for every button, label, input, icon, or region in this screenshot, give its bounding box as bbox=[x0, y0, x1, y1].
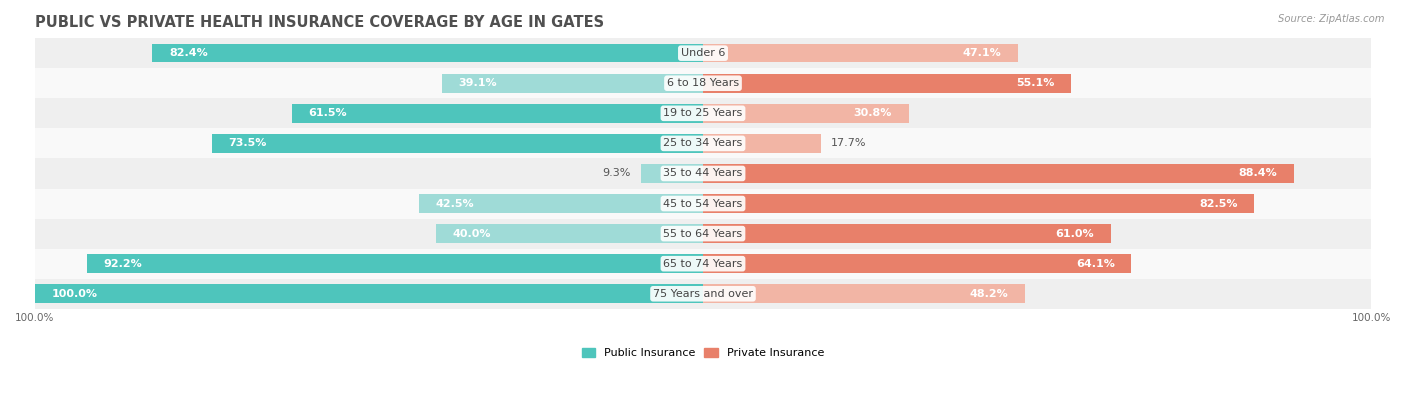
Text: 61.0%: 61.0% bbox=[1056, 229, 1094, 239]
Text: 92.2%: 92.2% bbox=[104, 259, 142, 269]
Text: 82.5%: 82.5% bbox=[1199, 199, 1237, 209]
Text: 39.1%: 39.1% bbox=[458, 78, 498, 88]
Bar bbox=[35, 218, 1371, 249]
Bar bbox=[35, 249, 1371, 279]
Text: PUBLIC VS PRIVATE HEALTH INSURANCE COVERAGE BY AGE IN GATES: PUBLIC VS PRIVATE HEALTH INSURANCE COVER… bbox=[35, 15, 603, 30]
Text: 47.1%: 47.1% bbox=[962, 48, 1001, 58]
Text: 61.5%: 61.5% bbox=[309, 108, 347, 118]
Bar bbox=[703, 254, 1132, 273]
Text: 100.0%: 100.0% bbox=[52, 289, 97, 299]
Bar bbox=[703, 104, 908, 123]
Bar bbox=[35, 128, 1371, 159]
Text: 40.0%: 40.0% bbox=[453, 229, 491, 239]
Bar bbox=[35, 285, 703, 303]
Text: 6 to 18 Years: 6 to 18 Years bbox=[666, 78, 740, 88]
Text: 82.4%: 82.4% bbox=[169, 48, 208, 58]
Text: 88.4%: 88.4% bbox=[1239, 169, 1277, 178]
Text: 73.5%: 73.5% bbox=[229, 138, 267, 148]
Bar bbox=[703, 134, 821, 153]
Text: 19 to 25 Years: 19 to 25 Years bbox=[664, 108, 742, 118]
Bar bbox=[641, 164, 703, 183]
Bar bbox=[212, 134, 703, 153]
Bar bbox=[292, 104, 703, 123]
Bar bbox=[703, 285, 1025, 303]
Text: 25 to 34 Years: 25 to 34 Years bbox=[664, 138, 742, 148]
Text: 9.3%: 9.3% bbox=[602, 169, 631, 178]
Text: Source: ZipAtlas.com: Source: ZipAtlas.com bbox=[1278, 14, 1385, 24]
Bar bbox=[436, 224, 703, 243]
Legend: Public Insurance, Private Insurance: Public Insurance, Private Insurance bbox=[578, 344, 828, 363]
Bar bbox=[703, 194, 1254, 213]
Bar bbox=[35, 38, 1371, 68]
Text: 65 to 74 Years: 65 to 74 Years bbox=[664, 259, 742, 269]
Bar bbox=[35, 188, 1371, 218]
Bar bbox=[152, 44, 703, 62]
Text: 48.2%: 48.2% bbox=[970, 289, 1008, 299]
Text: 35 to 44 Years: 35 to 44 Years bbox=[664, 169, 742, 178]
Bar bbox=[87, 254, 703, 273]
Text: Under 6: Under 6 bbox=[681, 48, 725, 58]
Bar bbox=[703, 74, 1071, 93]
Text: 17.7%: 17.7% bbox=[831, 138, 868, 148]
Bar bbox=[703, 44, 1018, 62]
Bar bbox=[703, 224, 1111, 243]
Text: 45 to 54 Years: 45 to 54 Years bbox=[664, 199, 742, 209]
Bar bbox=[35, 98, 1371, 128]
Text: 55.1%: 55.1% bbox=[1017, 78, 1054, 88]
Text: 64.1%: 64.1% bbox=[1076, 259, 1115, 269]
Bar bbox=[35, 159, 1371, 188]
Bar bbox=[441, 74, 703, 93]
Text: 75 Years and over: 75 Years and over bbox=[652, 289, 754, 299]
Bar bbox=[35, 279, 1371, 309]
Text: 30.8%: 30.8% bbox=[853, 108, 893, 118]
Bar bbox=[419, 194, 703, 213]
Bar bbox=[35, 68, 1371, 98]
Bar bbox=[703, 164, 1294, 183]
Text: 42.5%: 42.5% bbox=[436, 199, 474, 209]
Text: 55 to 64 Years: 55 to 64 Years bbox=[664, 229, 742, 239]
